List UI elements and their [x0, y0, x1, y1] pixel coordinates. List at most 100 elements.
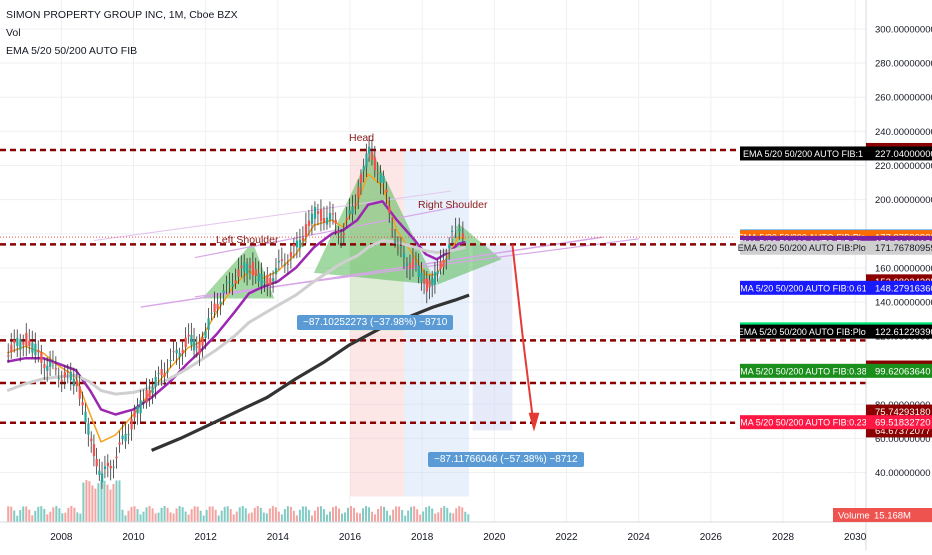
- candle-body: [246, 263, 249, 274]
- candle-body: [136, 406, 139, 414]
- volume-bar: [13, 510, 16, 522]
- ema-indicator-label[interactable]: EMA 5/20 50/200 AUTO FIB: [6, 45, 138, 57]
- fib-price-bg: [866, 415, 932, 430]
- volume-bar: [395, 506, 398, 522]
- volume-bar: [325, 514, 328, 522]
- candle-body: [210, 312, 213, 314]
- volume-bar: [19, 510, 22, 522]
- candle-body: [121, 435, 124, 440]
- candle-body: [251, 262, 255, 276]
- candle-body: [365, 153, 368, 167]
- fib-price-bg: [866, 146, 932, 161]
- trend-line: [194, 238, 639, 298]
- volume-bar: [280, 514, 283, 522]
- volume-bar: [455, 508, 458, 522]
- candle-body: [388, 206, 391, 213]
- candle-body: [348, 210, 351, 215]
- volume-bar: [440, 507, 443, 522]
- candle-body: [16, 337, 19, 346]
- candle-body: [187, 334, 190, 337]
- volume-bar: [389, 515, 392, 522]
- volume-bar: [404, 515, 407, 522]
- fib-label-bg: [740, 324, 866, 339]
- volume-bar: [365, 506, 368, 522]
- price-tick-label: 280.00000000: [875, 59, 932, 70]
- candle-body: [145, 390, 148, 403]
- candle-body: [43, 364, 46, 369]
- volume-bar: [356, 512, 359, 522]
- candle-body: [28, 340, 31, 346]
- time-tick-label: 2008: [50, 532, 73, 543]
- symbol-title: SIMON PROPERTY GROUP INC, 1M, Cboe BZX: [6, 9, 238, 21]
- volume-bar: [452, 513, 455, 522]
- candle-body: [142, 401, 145, 403]
- volume-bar: [443, 506, 446, 522]
- candle-body: [448, 244, 451, 249]
- volume-tag-value: 15.168M: [874, 511, 911, 522]
- candle-body: [428, 280, 431, 288]
- candle-body: [445, 258, 448, 260]
- time-tick-label: 2030: [844, 532, 867, 543]
- volume-bar: [94, 488, 97, 522]
- head-shape: [313, 150, 437, 285]
- measure-box-1[interactable]: −87.10252273 (−37.98%) −8710: [297, 315, 454, 330]
- volume-bar: [298, 509, 301, 522]
- candle-body: [54, 368, 58, 370]
- candle-body: [292, 244, 296, 247]
- volume-bar: [16, 515, 19, 522]
- volume-bar: [313, 510, 316, 522]
- candle-body: [75, 380, 78, 387]
- price-tick-label: 200.00000000: [875, 195, 932, 206]
- measure-box-2[interactable]: −87.11766046 (−57.38%) −8712: [428, 452, 584, 467]
- candle-body: [310, 213, 314, 224]
- candle-body: [283, 264, 287, 266]
- volume-bar: [422, 511, 425, 522]
- candle-body: [216, 303, 219, 309]
- fib-labels: EMA 5/20 50/200 AUTO FIB:1 227.04000000 EM…: [734, 146, 932, 430]
- projection-zone: [472, 244, 513, 431]
- candle-body: [22, 341, 25, 345]
- volume-bar: [163, 506, 166, 522]
- candle-body: [454, 226, 457, 228]
- candle-body: [307, 220, 311, 226]
- price-tick-label: 220.00000000: [875, 161, 932, 172]
- volume-bar: [175, 508, 178, 522]
- candle-body: [124, 433, 127, 442]
- volume-indicator-label[interactable]: Vol: [6, 27, 21, 39]
- price-tick-label: 300.00000000: [875, 25, 932, 36]
- volume-bar: [46, 514, 49, 522]
- candle-body: [169, 360, 172, 362]
- candle-body: [198, 341, 201, 355]
- fib-label-text: EMA 5/20 50/200 AUTO FIB:0.382: [734, 366, 871, 376]
- projection-arrow-head: [528, 412, 540, 432]
- volume-bar: [136, 509, 139, 522]
- volume-bar: [431, 508, 434, 522]
- fib-label-text: EMA 5/20 50/200 AUTO FIB:0.618: [734, 283, 871, 293]
- candle-body: [277, 261, 281, 263]
- candle-body: [354, 204, 357, 206]
- candle-body: [213, 303, 216, 312]
- candle-body: [328, 212, 332, 220]
- ema-line-2: [6, 200, 466, 416]
- candle-body: [98, 470, 101, 475]
- candle-body: [163, 373, 166, 377]
- candle-body: [280, 259, 284, 262]
- candle-body: [266, 274, 269, 285]
- volume-bar: [178, 506, 181, 522]
- fib-label-text: EMA 5/20 50/200 AUTO FIB:0.236: [734, 418, 871, 428]
- volume-bar: [166, 507, 169, 522]
- candle-body: [340, 236, 343, 238]
- candle-body: [25, 332, 28, 347]
- candle-body: [433, 272, 437, 285]
- candle-body: [431, 279, 434, 287]
- volume-bar: [359, 513, 362, 522]
- candle-body: [357, 187, 360, 198]
- volume-bar: [283, 509, 286, 522]
- candle-body: [286, 263, 290, 265]
- fib-label-text: EMA 5/20 50/200 AUTO FIB:1: [743, 149, 863, 159]
- volume-bar: [268, 508, 271, 522]
- candle-body: [204, 331, 207, 339]
- volume-bar: [374, 514, 377, 522]
